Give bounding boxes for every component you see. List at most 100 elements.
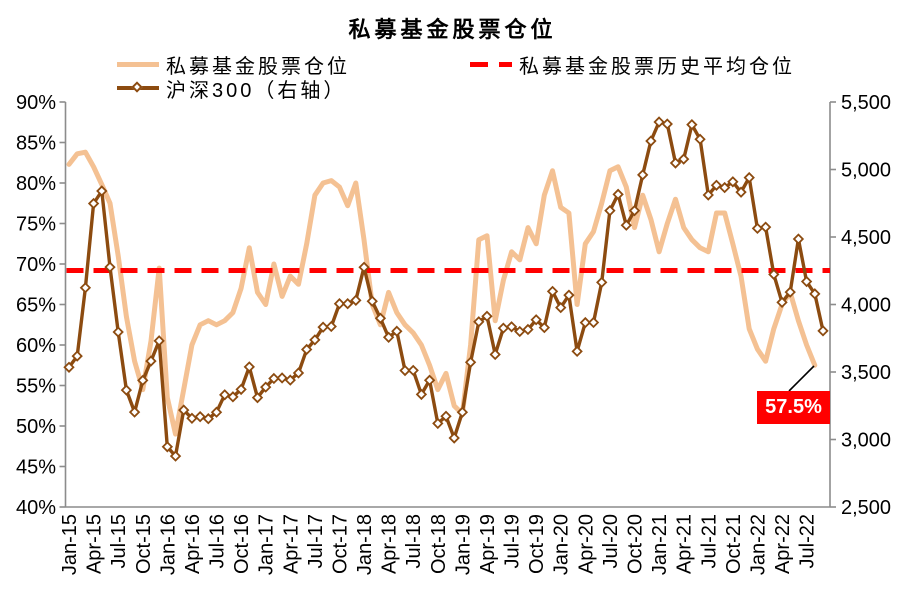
- x-axis-tick-label: Apr-18: [379, 514, 401, 574]
- x-axis-tick-label: Jul-22: [797, 514, 819, 568]
- csi300-marker-diamond: [653, 116, 665, 128]
- csi300-marker-diamond: [219, 389, 231, 401]
- csi300-marker-diamond: [563, 289, 575, 301]
- x-axis-tick-label: Jan-18: [354, 514, 376, 575]
- csi300-marker-diamond: [235, 383, 247, 396]
- legend-label-csi300: 沪深300（右轴）: [166, 79, 347, 102]
- csi300-marker-diamond: [120, 384, 133, 396]
- csi300-marker-diamond: [481, 310, 493, 322]
- y-axis-tick-label-left: 45%: [16, 457, 56, 479]
- csi300-marker-diamond: [661, 118, 673, 130]
- y-axis-tick-label-right: 5,000: [841, 160, 891, 182]
- csi300-marker-diamond: [448, 432, 460, 444]
- csi300-marker-diamond: [440, 410, 452, 422]
- csi300-marker-diamond: [202, 413, 214, 425]
- series-private-fund-position-line: [66, 149, 818, 437]
- csi300-marker-diamond: [579, 316, 591, 329]
- y-axis-tick-label-right: 5,500: [841, 92, 891, 114]
- csi300-marker-diamond: [809, 288, 821, 300]
- tan-line-swatch-icon: [117, 62, 159, 67]
- x-axis-tick-label: Apr-21: [674, 514, 696, 574]
- y-axis-tick-label-left: 50%: [16, 416, 56, 438]
- csi300-marker-diamond: [620, 219, 632, 231]
- y-axis-tick-label-right: 4,500: [841, 227, 891, 249]
- y-axis-tick-label-left: 60%: [16, 335, 56, 357]
- csi300-marker-diamond: [694, 133, 706, 145]
- csi300-marker-diamond: [423, 374, 436, 386]
- csi300-marker-diamond: [792, 233, 805, 245]
- y-axis-tick-label-left: 85%: [16, 133, 56, 155]
- csi300-marker-diamond: [341, 298, 354, 310]
- csi300-marker-diamond: [530, 314, 542, 326]
- csi300-marker-diamond: [669, 157, 682, 169]
- csi300-marker-diamond: [555, 301, 567, 314]
- csi300-marker-diamond: [415, 388, 428, 401]
- legend-swatch-csi300: [117, 78, 159, 98]
- csi300-marker-diamond: [251, 391, 264, 404]
- csi300-marker-diamond: [407, 364, 419, 377]
- x-axis-tick-label: Jul-16: [207, 514, 229, 568]
- csi300-marker-diamond: [317, 321, 329, 333]
- x-axis-tick-label: Oct-21: [723, 514, 745, 574]
- csi300-marker-diamond: [399, 364, 411, 377]
- csi300-marker-diamond: [473, 316, 485, 328]
- legend-item-historical-average: 私募基金股票历史平均仓位: [470, 54, 795, 78]
- csi300-marker-diamond: [153, 335, 165, 347]
- csi300-marker-diamond: [79, 282, 92, 294]
- csi300-marker-diamond: [325, 320, 337, 333]
- csi300-marker-diamond: [374, 312, 387, 324]
- x-axis-tick-label: Apr-19: [477, 514, 499, 574]
- y-axis-tick-label-left: 40%: [16, 497, 56, 519]
- csi300-marker-diamond: [776, 296, 788, 309]
- csi300-marker-diamond: [727, 176, 739, 188]
- chart-title: 私募基金股票仓位: [348, 17, 557, 42]
- csi300-marker-diamond: [596, 276, 608, 289]
- csi300-marker-diamond: [71, 350, 83, 362]
- csi300-marker-diamond: [276, 372, 288, 384]
- x-axis-tick-label: Jul-17: [305, 514, 327, 568]
- csi300-marker-diamond: [800, 275, 813, 288]
- csi300-marker-diamond: [161, 441, 174, 453]
- red-dash-swatch-icon: [470, 62, 512, 67]
- x-axis-tick-label: Apr-20: [575, 514, 597, 574]
- last-value-annotation: 57.5%: [757, 391, 830, 424]
- csi300-marker-diamond: [505, 321, 518, 333]
- csi300-marker-diamond: [194, 411, 206, 423]
- csi300-marker-diamond: [817, 325, 829, 337]
- csi300-marker-diamond: [735, 186, 747, 198]
- csi300-marker-diamond: [284, 374, 296, 386]
- csi300-marker-diamond: [678, 153, 690, 165]
- csi300-marker-diamond: [268, 372, 280, 385]
- x-axis-tick-label: Oct-20: [625, 514, 647, 574]
- x-axis-tick-label: Oct-16: [231, 514, 253, 574]
- csi300-marker-diamond: [87, 197, 100, 210]
- y-axis-tick-label-right: 2,500: [841, 497, 891, 519]
- csi300-marker-diamond: [743, 171, 755, 184]
- csi300-marker-diamond: [292, 367, 305, 379]
- csi300-marker-diamond: [112, 326, 124, 338]
- x-axis-tick-label: Jul-18: [403, 514, 425, 568]
- csi300-marker-diamond: [432, 417, 444, 430]
- csi300-marker-diamond: [456, 406, 469, 418]
- y-axis-tick-label-right: 3,000: [841, 430, 891, 452]
- csi300-marker-diamond: [702, 189, 714, 201]
- csi300-marker-diamond: [382, 331, 395, 343]
- csi300-marker-diamond: [63, 361, 75, 373]
- x-axis-tick-label: Jul-20: [600, 514, 622, 568]
- csi300-marker-diamond: [137, 374, 149, 387]
- csi300-marker-diamond: [178, 404, 190, 416]
- x-axis-tick-label: Jan-21: [649, 514, 671, 575]
- csi300-marker-diamond: [210, 406, 223, 418]
- csi300-marker-diamond: [637, 169, 649, 181]
- csi300-marker-diamond: [309, 334, 321, 346]
- csi300-marker-diamond: [260, 381, 272, 393]
- x-axis-tick-label: Oct-18: [428, 514, 450, 574]
- csi300-marker-diamond: [464, 356, 477, 368]
- csi300-marker-diamond: [333, 298, 346, 310]
- csi300-marker-diamond: [522, 323, 534, 336]
- x-axis-tick-label: Apr-16: [182, 514, 204, 574]
- x-axis-tick-label: Jan-22: [747, 514, 769, 575]
- x-axis-tick-label: Jan-16: [157, 514, 179, 575]
- csi300-marker-diamond: [645, 135, 657, 147]
- legend-swatch-historical-average: [470, 54, 512, 74]
